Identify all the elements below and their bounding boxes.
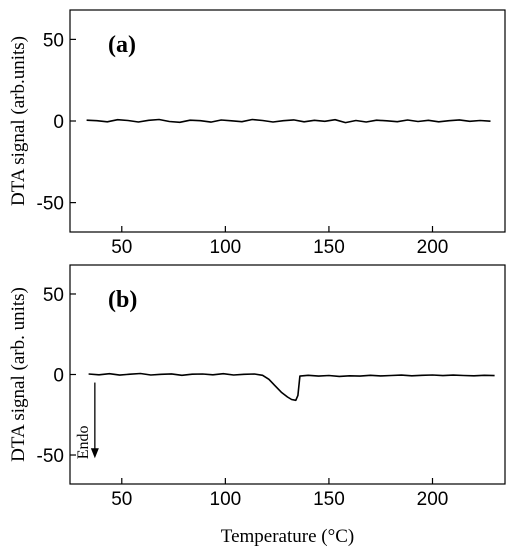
y-tick-label: -50 (37, 446, 64, 467)
y-axis-title: DTA signal (arb. units) (8, 287, 29, 462)
endo-arrow-head (90, 448, 99, 459)
panel-label: (a) (108, 32, 136, 58)
panel-a: 50 100 150 200 -50 0 50 (a) DTA signal (arb.unit… (8, 9, 506, 258)
panel-b: 50 100 150 200 -50 0 50 (b) DTA signal (arb. uni… (8, 264, 506, 547)
x-tick-label: 150 (313, 237, 345, 258)
x-tick-label: 50 (111, 237, 132, 258)
x-axis-title: Temperature (°C) (221, 526, 354, 547)
y-tick-label: 50 (43, 285, 64, 306)
x-tick-label: 50 (111, 489, 132, 510)
dta-curve-a (86, 118, 491, 124)
y-tick-label: 50 (43, 30, 64, 51)
y-tick-label: 0 (53, 112, 64, 133)
x-tick-label: 100 (210, 237, 242, 258)
y-tick-label: -50 (37, 194, 64, 215)
panel-label: (b) (108, 287, 137, 313)
y-axis-title: DTA signal (arb.units) (8, 36, 29, 206)
endo-label: Endo (75, 426, 92, 460)
y-tick-label: 0 (53, 366, 64, 387)
x-tick-label: 150 (313, 489, 345, 510)
x-tick-label: 100 (210, 489, 242, 510)
x-tick-label: 200 (417, 489, 449, 510)
x-tick-label: 200 (417, 237, 449, 258)
dta-curve-b (88, 372, 495, 402)
